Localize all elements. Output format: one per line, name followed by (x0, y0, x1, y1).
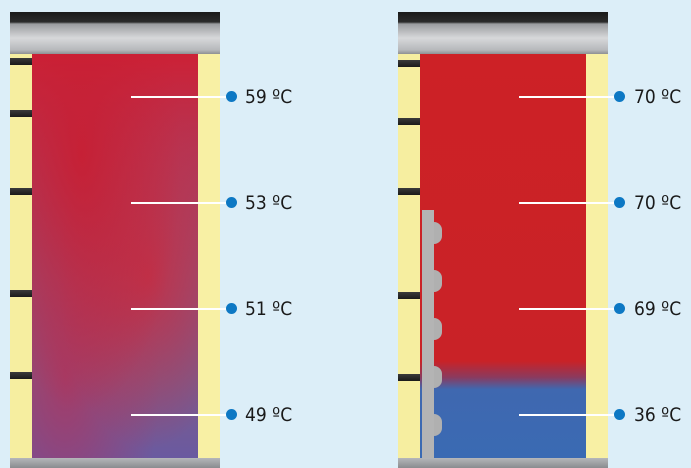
tank-band (398, 374, 424, 381)
tank-water-stratified (420, 54, 586, 458)
temperature-label: 53 ºC (245, 192, 293, 214)
tank-band (398, 188, 424, 195)
sensor-marker (226, 409, 237, 420)
tank-lid (10, 12, 220, 54)
tank-band (10, 290, 36, 297)
sensor-marker (614, 91, 625, 102)
sensor-marker (226, 91, 237, 102)
tank-lid (398, 12, 608, 54)
sensor-line (519, 202, 619, 204)
tank-band (10, 110, 36, 117)
temperature-label: 51 ºC (245, 298, 293, 320)
tank-insulation-left (398, 54, 422, 458)
coil-bend (434, 222, 442, 244)
sensor-marker (614, 303, 625, 314)
sensor-marker (614, 409, 625, 420)
tank-base (398, 458, 608, 468)
temperature-label: 49 ºC (245, 404, 293, 426)
tank-band (398, 292, 424, 299)
sensor-line (519, 96, 619, 98)
sensor-line (131, 96, 231, 98)
sensor-line (131, 414, 231, 416)
tank-water-mixed (32, 54, 198, 458)
temperature-label: 70 ºC (634, 192, 682, 214)
sensor-marker (226, 197, 237, 208)
tank-insulation-right (198, 54, 220, 458)
coil-bend (434, 318, 442, 340)
temperature-label: 69 ºC (634, 298, 682, 320)
sensor-line (131, 202, 231, 204)
tank-insulation-left (10, 54, 34, 458)
tank-band (10, 58, 36, 65)
temperature-label: 36 ºC (634, 404, 682, 426)
tank-band (10, 188, 36, 195)
storage-tank-stratified (398, 0, 608, 468)
tank-band (398, 60, 424, 67)
tank-band (398, 118, 424, 125)
sensor-line (131, 308, 231, 310)
tank-insulation-right (586, 54, 608, 458)
heat-exchanger-coil (422, 210, 434, 458)
coil-bend (434, 414, 442, 436)
tank-band (10, 372, 36, 379)
sensor-line (519, 414, 619, 416)
sensor-marker (614, 197, 625, 208)
sensor-line (519, 308, 619, 310)
coil-bend (434, 270, 442, 292)
storage-tank-mixed (10, 0, 220, 468)
tank-base (10, 458, 220, 468)
sensor-marker (226, 303, 237, 314)
temperature-label: 70 ºC (634, 86, 682, 108)
coil-bend (434, 366, 442, 388)
temperature-label: 59 ºC (245, 86, 293, 108)
